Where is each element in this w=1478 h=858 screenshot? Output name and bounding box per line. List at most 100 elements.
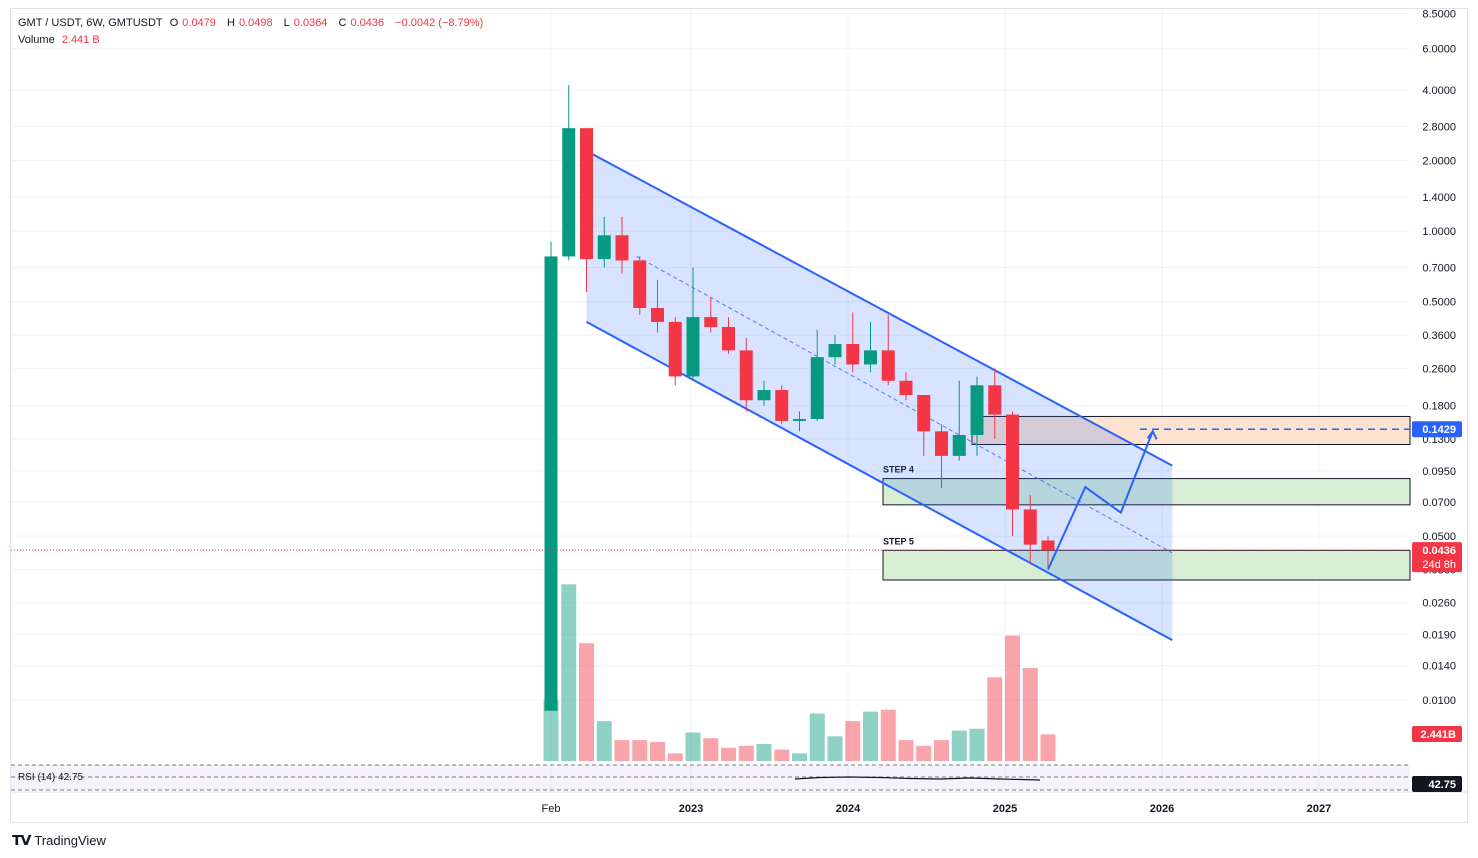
price-axis: 8.5000 6.0000 4.0000 2.8000 2.0000 1.4000 1.00… [1412, 8, 1462, 742]
price-tick-label: 0.0950 [1422, 466, 1456, 478]
open-value: 0.0479 [182, 17, 216, 29]
price-tick-label: 0.0190 [1422, 630, 1456, 642]
volume-bar [916, 745, 932, 761]
candle-body [562, 128, 576, 257]
candle [846, 312, 860, 373]
regression-channel [586, 149, 1173, 642]
candle-body [739, 350, 753, 401]
price-tick-label: 6.0000 [1422, 44, 1456, 56]
price-tick-label: 0.0140 [1422, 661, 1456, 673]
candle-body [988, 385, 1002, 415]
candle-body [597, 235, 611, 260]
volume-bar [632, 740, 648, 761]
candle [651, 279, 664, 333]
symbol-header: GMT / USDT, 6W, GMTUSDT O 0.0479 H 0.0498 … [18, 17, 487, 29]
candle-body [881, 350, 895, 381]
channel-upper-line [586, 149, 1173, 467]
price-tick-label: 2.0000 [1422, 156, 1456, 168]
volume-bar [845, 721, 861, 761]
candle [810, 329, 824, 421]
time-tick-label: 2026 [1150, 803, 1174, 815]
rsi-pane: RSI (14) 42.75 42.75 [11, 764, 1462, 792]
volume-bar [774, 749, 790, 761]
candle [668, 317, 682, 386]
grid [11, 9, 1410, 790]
tradingview-logo-icon: 𝗧𝗩 [12, 832, 31, 848]
price-tick-label: 8.5000 [1422, 8, 1456, 20]
candle-body [864, 350, 877, 365]
volume-bar [596, 721, 612, 761]
rsi-value-label-bg [1412, 776, 1462, 792]
candle [1006, 411, 1019, 537]
volume-bar [934, 740, 949, 761]
volume-header: Volume 2.441 B [18, 34, 104, 46]
candle-body [899, 380, 913, 395]
candle [952, 380, 966, 461]
volume-bar [951, 730, 967, 761]
high-value: 0.0498 [238, 17, 273, 29]
volume-bar [987, 677, 1003, 761]
volume-bar [685, 732, 701, 761]
candle [704, 297, 718, 333]
candle-body [757, 390, 771, 401]
candle-body [810, 357, 824, 419]
time-tick-label: Feb [542, 803, 561, 815]
step5-zone [882, 549, 1411, 581]
channel-fill [586, 150, 1173, 641]
volume-bar [561, 584, 577, 761]
channel-lower-line [586, 321, 1173, 642]
price-tick-label: 0.5000 [1422, 297, 1456, 309]
candle-body [793, 418, 806, 421]
volume-bar [898, 740, 914, 761]
candle-body [828, 344, 842, 358]
candle-body [935, 431, 948, 456]
open-label: O [169, 17, 179, 29]
volume-bar [738, 745, 754, 761]
rsi-line [794, 776, 1041, 781]
candle [793, 411, 806, 432]
price-tick-label: 0.0500 [1422, 531, 1456, 543]
tradingview-logo-text: TradingView [34, 833, 106, 848]
volume-bar [614, 740, 630, 761]
volume-bar [667, 753, 683, 761]
candle [935, 424, 948, 489]
projection-path [1047, 430, 1154, 570]
overlay [11, 428, 1410, 570]
time-tick-label: 2027 [1307, 803, 1331, 815]
volume-bar [880, 709, 896, 761]
time-axis: Feb 2023 2024 2025 2026 2027 [11, 791, 1467, 815]
close-label: C [338, 17, 347, 29]
volume-price-label-bg [1412, 726, 1462, 742]
candle [864, 321, 877, 373]
price-tick-label: 0.0100 [1422, 695, 1456, 707]
volume-price-label: 2.441B [1421, 729, 1457, 741]
candle [899, 372, 913, 401]
price-tick-label: 0.0260 [1422, 598, 1456, 610]
volume-bar [969, 728, 985, 761]
candle [686, 267, 700, 381]
price-tick-label: 0.3600 [1422, 330, 1456, 342]
symbol-title[interactable]: GMT / USDT, 6W, GMTUSDT [18, 17, 163, 29]
volume-bar [543, 700, 559, 761]
time-tick-label: 2025 [993, 803, 1017, 815]
step4-label: STEP 4 [883, 465, 914, 475]
candle [544, 241, 558, 711]
candle [615, 216, 629, 274]
volume-bar [579, 643, 594, 761]
time-tick-label: 2023 [679, 803, 703, 815]
volume-bars [543, 584, 1056, 761]
volume-bar [792, 753, 807, 761]
candle-body [668, 321, 682, 377]
change-value: −0.0042 (−8.79%) [395, 17, 484, 29]
volume-label[interactable]: Volume [18, 34, 55, 46]
candle [828, 335, 842, 365]
tradingview-logo[interactable]: 𝗧𝗩 TradingView [12, 832, 106, 849]
volume-bar [1040, 734, 1056, 761]
candle-body [1023, 509, 1037, 545]
rsi-value-label: 42.75 [1428, 779, 1456, 791]
volume-bar [650, 742, 665, 761]
low-value: 0.0364 [293, 17, 328, 29]
time-tick-label: 2024 [836, 803, 861, 815]
candle [988, 368, 1002, 439]
